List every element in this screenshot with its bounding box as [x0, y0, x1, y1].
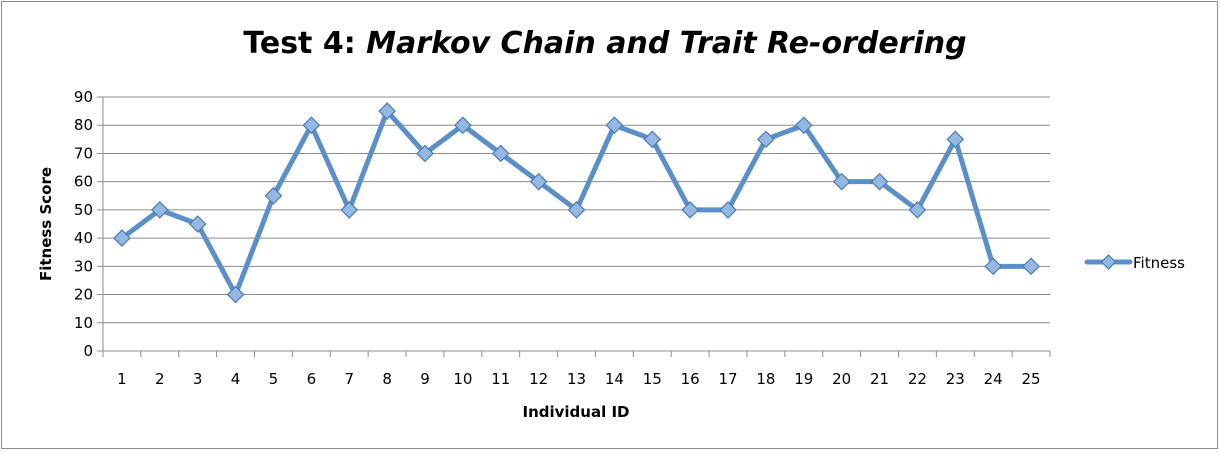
axes: [97, 96, 1051, 357]
y-tick-label-30: 30: [74, 257, 93, 275]
data-point-6: [302, 116, 321, 135]
x-tick-label-25: 25: [1022, 370, 1041, 388]
chart-title: Test 4: Markov Chain and Trait Re-orderi…: [0, 26, 1210, 61]
x-tick-label-22: 22: [908, 370, 927, 388]
legend-marker: [1100, 254, 1117, 270]
x-tick-label-23: 23: [946, 370, 965, 388]
y-tick-label-50: 50: [74, 201, 93, 219]
data-point-4: [226, 285, 245, 304]
chart-title-prefix: Test 4:: [243, 26, 367, 61]
data-point-19: [794, 116, 813, 135]
data-point-18: [757, 130, 775, 149]
x-tick-label-2: 2: [155, 370, 165, 388]
x-tick-label-17: 17: [718, 370, 737, 388]
data-point-21: [870, 172, 889, 191]
data-point-2: [150, 201, 169, 219]
x-tick-label-7: 7: [344, 370, 354, 388]
data-point-23: [946, 130, 965, 149]
x-tick-label-4: 4: [231, 370, 241, 388]
data-point-3: [188, 215, 207, 233]
x-tick-label-20: 20: [832, 370, 851, 388]
x-tick-label-8: 8: [382, 370, 392, 388]
x-tick-label-15: 15: [643, 370, 662, 388]
y-tick-label-20: 20: [74, 286, 93, 304]
data-point-15: [643, 130, 662, 149]
data-point-13: [567, 201, 586, 219]
x-tick-label-14: 14: [605, 370, 624, 388]
x-tick-label-16: 16: [681, 370, 700, 388]
data-point-10: [454, 116, 472, 135]
x-tick-label-12: 12: [529, 370, 548, 388]
x-tick-label-13: 13: [567, 370, 586, 388]
data-point-22: [908, 201, 927, 219]
x-tick-label-21: 21: [870, 370, 889, 388]
x-tick-label-19: 19: [794, 370, 813, 388]
data-point-24: [984, 257, 1003, 276]
x-tick-label-5: 5: [269, 370, 279, 388]
x-axis-title: Individual ID: [523, 403, 630, 421]
y-axis-title: Fitness Score: [37, 167, 55, 281]
x-tick-label-10: 10: [453, 370, 472, 388]
x-tick-label-11: 11: [491, 370, 510, 388]
legend-label-fitness: Fitness: [1133, 254, 1185, 272]
data-point-5: [264, 186, 283, 205]
data-point-8: [378, 102, 396, 120]
chart-title-italic: Markov Chain and Trait Re-ordering: [366, 26, 967, 61]
grid-lines: [103, 96, 1050, 324]
x-tick-label-9: 9: [420, 370, 430, 388]
y-tick-label-70: 70: [74, 144, 93, 162]
y-tick-label-10: 10: [74, 314, 93, 332]
data-point-1: [113, 229, 131, 247]
data-point-16: [681, 201, 699, 219]
x-tick-label-1: 1: [117, 370, 127, 388]
y-tick-label-80: 80: [74, 116, 93, 134]
data-point-20: [832, 172, 851, 191]
data-point-17: [719, 201, 737, 219]
series-layer: [113, 102, 1040, 304]
x-tick-label-18: 18: [756, 370, 775, 388]
x-tick-label-6: 6: [307, 370, 317, 388]
x-tick-label-3: 3: [193, 370, 203, 388]
data-point-14: [605, 116, 624, 135]
data-point-25: [1022, 257, 1040, 276]
y-tick-label-60: 60: [74, 173, 93, 191]
data-point-11: [491, 144, 510, 163]
y-tick-label-90: 90: [74, 88, 93, 106]
data-point-12: [529, 172, 548, 191]
y-tick-label-40: 40: [74, 229, 93, 247]
y-tick-label-0: 0: [83, 342, 93, 360]
data-point-7: [340, 201, 359, 219]
legend: Fitness: [1084, 254, 1185, 272]
data-point-9: [416, 144, 434, 163]
x-tick-label-24: 24: [984, 370, 1003, 388]
